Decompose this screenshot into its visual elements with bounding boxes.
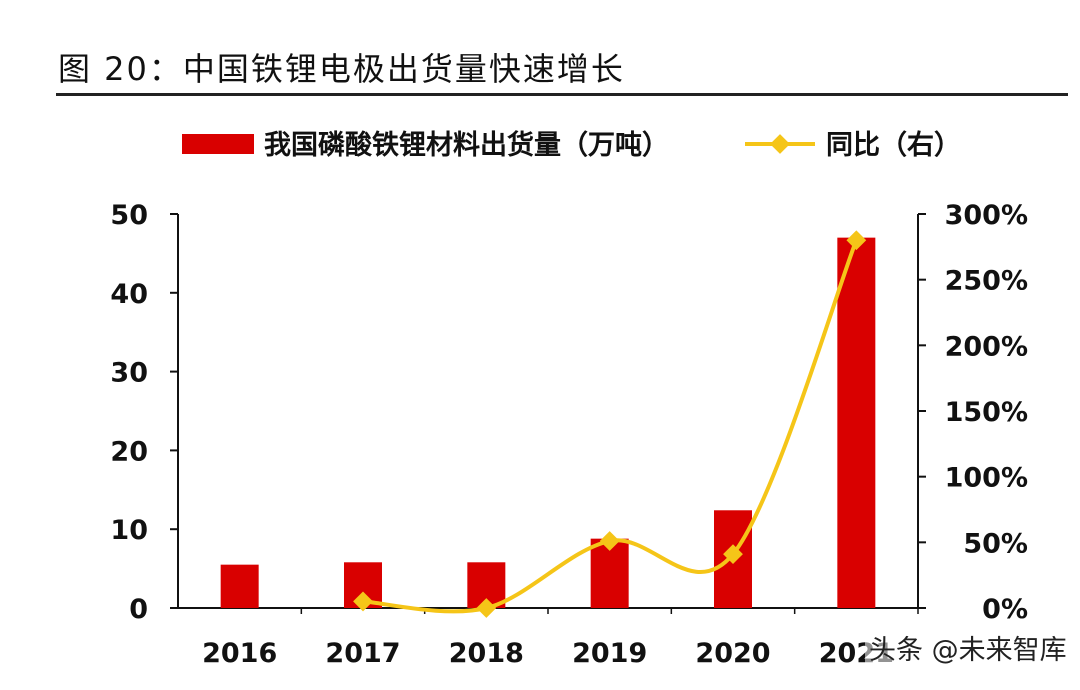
yoy-point bbox=[599, 531, 620, 551]
y-right-tick-label: 0% bbox=[982, 594, 1028, 625]
y-left-tick-label: 10 bbox=[110, 515, 148, 546]
y-right-tick-label: 300% bbox=[945, 200, 1028, 231]
watermark-text: 头条 @未来智库 bbox=[865, 628, 1071, 667]
legend-line-marker bbox=[770, 134, 790, 154]
yoy-line bbox=[362, 239, 859, 614]
x-tick-label: 2018 bbox=[449, 638, 524, 669]
y-right-tick-label: 100% bbox=[945, 463, 1028, 494]
yoy-point bbox=[723, 544, 743, 565]
figure-title: 图 20：中国铁锂电极出货量快速增长 bbox=[58, 50, 625, 88]
x-tick-label: 2020 bbox=[695, 638, 770, 669]
y-left-tick-label: 30 bbox=[110, 358, 148, 389]
legend-bar-swatch bbox=[182, 134, 254, 154]
y-left-tick-label: 40 bbox=[110, 279, 148, 310]
legend-line-label: 同比（右） bbox=[826, 130, 961, 161]
yoy-point bbox=[353, 591, 373, 612]
y-right-tick-label: 150% bbox=[945, 397, 1028, 428]
x-tick-label: 2017 bbox=[325, 638, 400, 669]
x-tick-label: 2016 bbox=[202, 638, 277, 669]
bar bbox=[837, 237, 876, 608]
y-left-tick-label: 0 bbox=[129, 594, 148, 625]
y-right-tick-label: 200% bbox=[945, 331, 1028, 362]
y-left-tick-label: 20 bbox=[110, 436, 148, 467]
y-left-tick-label: 50 bbox=[110, 200, 148, 231]
x-tick-label: 2019 bbox=[572, 638, 647, 669]
title-divider bbox=[56, 93, 1068, 96]
bar bbox=[220, 564, 259, 608]
yoy-point bbox=[476, 598, 497, 618]
y-right-tick-label: 250% bbox=[945, 266, 1028, 297]
y-right-tick-label: 50% bbox=[963, 528, 1028, 559]
legend-bar-label: 我国磷酸铁锂材料出货量（万吨） bbox=[264, 129, 669, 161]
